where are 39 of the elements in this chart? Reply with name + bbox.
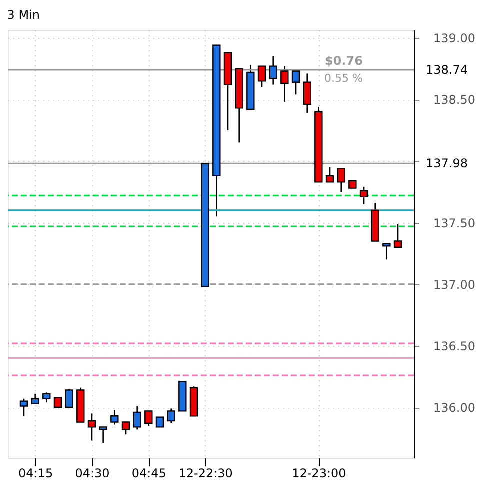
y-tick-label: 136.50 [434, 339, 476, 354]
x-tick-label: 12-22:30 [178, 466, 233, 480]
candlestick [337, 168, 346, 193]
x-tick-label: 04:45 [132, 466, 166, 480]
candlestick [99, 426, 108, 444]
candlestick [110, 409, 119, 426]
candlestick [292, 70, 300, 96]
candlestick [88, 413, 96, 442]
candlestick [258, 66, 266, 88]
y-tick-label: 137.00 [434, 278, 476, 292]
y-tick-label: 139.00 [434, 32, 476, 46]
ref-line-label: 138.74 [426, 63, 468, 78]
x-tick-label: 04:30 [75, 466, 110, 480]
x-tick-label: 04:15 [18, 466, 54, 480]
candlestick [144, 410, 153, 427]
candlestick [280, 66, 289, 103]
candlestick [167, 408, 176, 424]
candlestick [65, 388, 74, 408]
candlestick [394, 223, 402, 248]
candlestick [360, 186, 368, 205]
candlestick [42, 392, 51, 404]
chart-title: 3 Min [7, 8, 40, 22]
x-tick-label: 12-23:00 [292, 466, 346, 480]
candlestick [382, 243, 391, 260]
annotation: $0.76 [325, 54, 363, 68]
candlestick [326, 166, 334, 183]
y-tick-label: 136.00 [434, 401, 476, 415]
annotation: 0.55 % [324, 72, 363, 85]
ref-line-label: 137.98 [426, 156, 468, 171]
candlestick [54, 397, 62, 408]
candlestick [133, 406, 142, 430]
candlestick [269, 56, 278, 86]
candlestick [303, 73, 312, 114]
candlestick [156, 416, 164, 428]
candlestick [31, 393, 40, 404]
candlestick [122, 422, 130, 436]
candlestick [20, 398, 28, 417]
y-tick-label: 137.50 [434, 216, 476, 230]
y-tick-label: 138.50 [434, 93, 476, 108]
